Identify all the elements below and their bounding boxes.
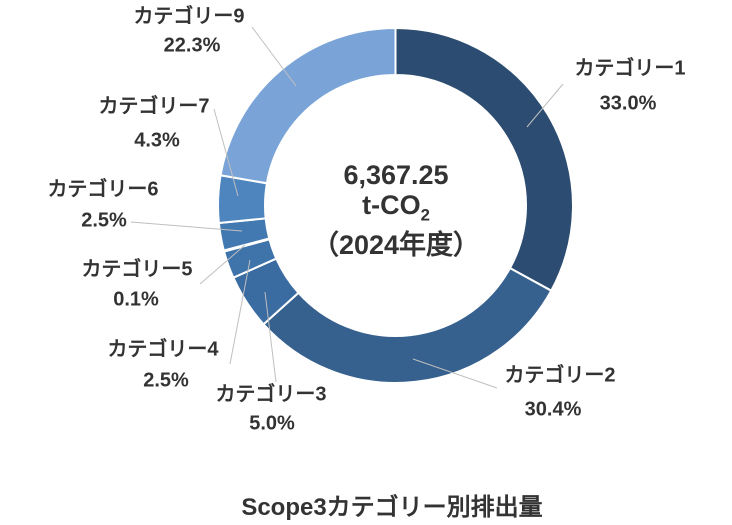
- leader-line-カテゴリー4: [229, 259, 251, 365]
- donut-center-label: 6,367.25 t-CO2 （2024年度）: [255, 160, 537, 260]
- segment-percent-カテゴリー3: 5.0%: [249, 412, 295, 435]
- unit-subscript: 2: [420, 205, 430, 225]
- segment-percent-カテゴリー6: 2.5%: [81, 209, 127, 232]
- segment-name-カテゴリー4: カテゴリー4: [107, 338, 219, 361]
- total-emissions-value: 6,367.25: [343, 160, 449, 190]
- segment-percent-カテゴリー4: 2.5%: [143, 369, 189, 392]
- segment-name-カテゴリー1: カテゴリー1: [574, 57, 686, 80]
- segment-name-カテゴリー6: カテゴリー6: [47, 178, 159, 201]
- segment-name-カテゴリー5: カテゴリー5: [81, 258, 193, 281]
- leader-line-カテゴリー9: [251, 26, 297, 87]
- leader-line-カテゴリー2: [412, 358, 498, 389]
- leader-line-カテゴリー1: [526, 83, 564, 128]
- segment-percent-カテゴリー1: 33.0%: [599, 92, 657, 115]
- donut-segment-カテゴリー1: [394, 26, 574, 293]
- segment-name-カテゴリー2: カテゴリー2: [504, 364, 616, 387]
- segment-percent-カテゴリー5: 0.1%: [113, 288, 159, 311]
- fiscal-year: （2024年度）: [311, 230, 481, 261]
- segment-percent-カテゴリー9: 22.3%: [163, 34, 221, 57]
- segment-percent-カテゴリー7: 4.3%: [134, 129, 180, 152]
- emissions-unit: t-CO2: [362, 190, 430, 225]
- segment-name-カテゴリー9: カテゴリー9: [133, 5, 245, 28]
- leader-line-カテゴリー3: [264, 291, 277, 383]
- segment-name-カテゴリー3: カテゴリー3: [215, 383, 327, 406]
- leader-line-カテゴリー5: [199, 244, 246, 285]
- donut-chart: [130, 26, 574, 389]
- segment-percent-カテゴリー2: 30.4%: [524, 398, 582, 421]
- leader-line-カテゴリー6: [130, 221, 243, 232]
- donut-segment-カテゴリー9: [219, 26, 397, 185]
- leader-line-カテゴリー7: [213, 108, 239, 197]
- segment-name-カテゴリー7: カテゴリー7: [98, 95, 210, 118]
- chart-title: Scope3カテゴリー別排出量: [241, 494, 543, 521]
